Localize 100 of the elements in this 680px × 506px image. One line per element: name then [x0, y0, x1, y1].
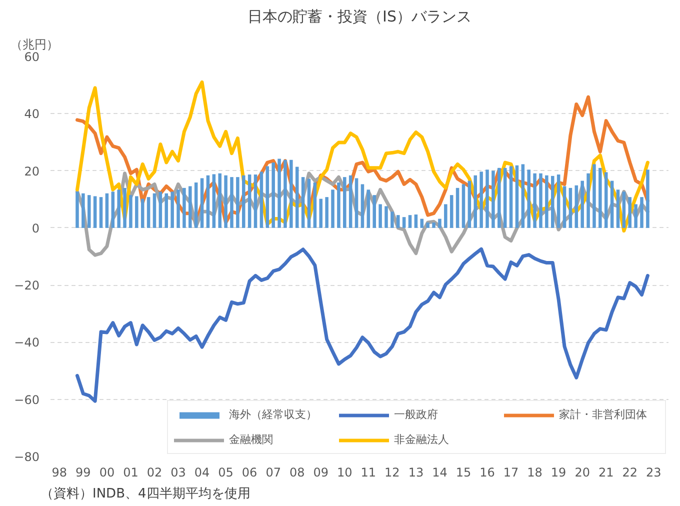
bar: [468, 180, 472, 228]
line-series: [75, 247, 650, 403]
bar: [521, 164, 525, 228]
legend-label: 家計・非営利団体: [559, 407, 648, 422]
bar: [450, 195, 454, 228]
x-tick-label: 15: [456, 466, 472, 480]
bar: [550, 176, 554, 228]
bar: [646, 170, 650, 228]
bar: [366, 190, 370, 228]
bar: [188, 186, 192, 228]
bar: [260, 172, 264, 228]
x-tick-label: 01: [123, 466, 138, 480]
bar: [152, 193, 156, 228]
bar: [266, 166, 270, 228]
x-tick-label: 13: [408, 466, 424, 480]
legend-label: 金融機関: [229, 432, 274, 447]
bar: [610, 180, 614, 228]
x-tick-label: 10: [337, 466, 352, 480]
bar: [99, 197, 103, 228]
y-tick-label: 0: [32, 221, 40, 236]
bar: [562, 186, 566, 228]
bar: [290, 160, 293, 228]
bar: [93, 196, 97, 228]
x-tick-label: 16: [480, 466, 495, 480]
x-tick-label: 05: [218, 466, 234, 480]
bar: [272, 162, 275, 228]
bar: [378, 204, 382, 228]
bar: [568, 188, 572, 228]
bar: [360, 184, 364, 228]
bar: [254, 174, 258, 228]
x-tick-label: 22: [622, 466, 638, 480]
bar: [129, 195, 132, 228]
bar: [628, 197, 632, 228]
bar: [372, 195, 376, 228]
bar: [438, 218, 442, 228]
chart-title: 日本の貯蓄・投資（IS）バランス: [248, 8, 472, 26]
bar: [480, 172, 483, 228]
bar: [402, 217, 406, 228]
bar: [456, 188, 460, 228]
bar: [218, 173, 222, 228]
x-tick-label: 18: [527, 466, 542, 480]
bar: [307, 178, 311, 228]
bar: [158, 192, 162, 228]
bar: [111, 192, 115, 228]
x-tick-label: 02: [146, 466, 162, 480]
bar: [348, 175, 352, 228]
bar: [170, 192, 174, 228]
bar: [242, 175, 246, 228]
y-tick-label: −80: [14, 450, 40, 464]
bar: [200, 178, 204, 228]
x-tick-label: 21: [598, 466, 614, 480]
bar: [533, 173, 536, 228]
bar: [76, 192, 79, 228]
legend-label: 海外（経常収支）: [229, 407, 318, 422]
bar: [206, 175, 210, 228]
x-tick-label: 19: [550, 466, 566, 480]
y-tick-label: −60: [14, 392, 40, 407]
x-tick-label: 11: [360, 466, 376, 480]
bar: [337, 182, 340, 228]
bar: [295, 166, 299, 228]
bar: [444, 204, 448, 228]
y-tick-label: 40: [24, 107, 40, 122]
bar: [325, 197, 328, 228]
x-tick-label: 20: [574, 466, 590, 480]
bar: [556, 174, 560, 228]
bar: [390, 212, 394, 228]
bar: [117, 190, 120, 228]
bar: [105, 193, 109, 228]
x-tick-label: 04: [194, 466, 210, 480]
bar: [486, 170, 489, 228]
y-tick-label: −40: [14, 336, 40, 350]
bar: [598, 168, 602, 228]
x-tick-label: 00: [99, 466, 115, 480]
bar: [236, 177, 240, 228]
bar: [396, 215, 400, 228]
legend-label: 一般政府: [394, 407, 439, 422]
bar: [278, 158, 281, 228]
bar: [248, 174, 252, 228]
bar: [492, 170, 495, 228]
y-axis-title: （兆円）: [10, 38, 58, 52]
bar: [224, 175, 228, 228]
bar: [182, 188, 186, 228]
x-tick-label: 98: [52, 466, 68, 480]
bar: [462, 184, 466, 228]
x-tick-label: 08: [289, 466, 305, 480]
x-tick-label: 06: [242, 466, 258, 480]
y-tick-label: 20: [24, 164, 40, 178]
bar: [212, 174, 216, 228]
bar: [146, 197, 150, 228]
bar: [426, 222, 430, 228]
bar: [301, 177, 305, 228]
bar: [313, 182, 317, 228]
x-tick-label: 03: [170, 466, 186, 480]
bar: [284, 160, 287, 228]
bar: [331, 190, 334, 228]
x-tick-label: 14: [432, 466, 448, 480]
bar: [539, 173, 542, 228]
bar: [574, 185, 578, 228]
bar: [640, 197, 644, 228]
bar: [343, 177, 346, 228]
